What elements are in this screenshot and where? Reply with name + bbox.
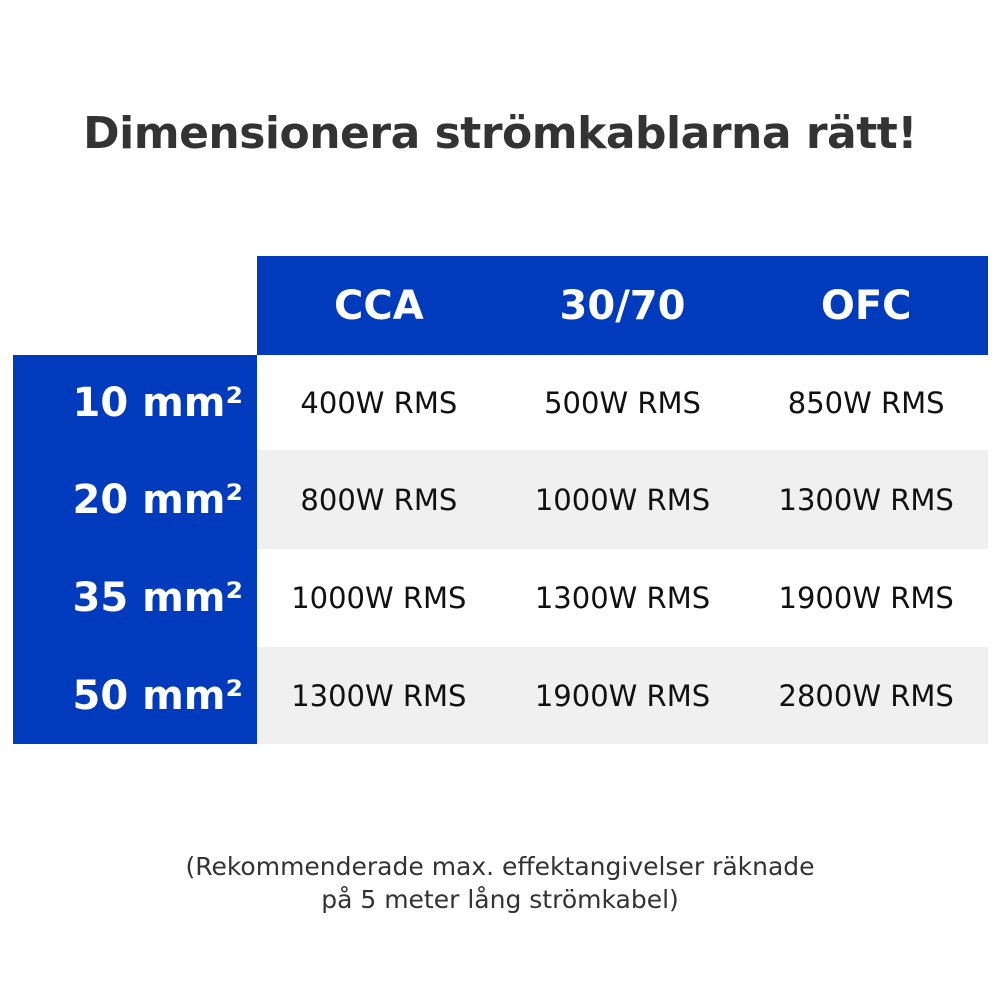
page-title: Dimensionera strömkablarna rätt! (83, 108, 917, 159)
footnote-line: på 5 meter lång strömkabel) (321, 885, 679, 914)
row-label: 10 mm² (72, 379, 243, 426)
table-row: 400W RMS 500W RMS 850W RMS (257, 355, 988, 450)
table-row: 1300W RMS 1900W RMS 2800W RMS (257, 647, 988, 744)
table-cell: 400W RMS (300, 385, 458, 420)
row-label: 50 mm² (72, 672, 243, 719)
table-header: CCA 30/70 OFC (257, 256, 988, 355)
column-header-30-70: 30/70 (559, 282, 686, 329)
table-row: 1000W RMS 1300W RMS 1900W RMS (257, 549, 988, 647)
row-labels: 10 mm² 20 mm² 35 mm² 50 mm² (13, 355, 257, 744)
table-cell: 1300W RMS (778, 482, 954, 517)
column-header-ofc: OFC (820, 282, 912, 329)
row-label: 35 mm² (72, 575, 243, 621)
footnote-line: (Rekommenderade max. effektangivelser rä… (185, 852, 815, 881)
table-row: 800W RMS 1000W RMS 1300W RMS (257, 450, 988, 549)
table-cell: 500W RMS (544, 385, 701, 420)
table-cell: 800W RMS (300, 482, 458, 517)
row-label: 20 mm² (72, 476, 243, 523)
table-cell: 1900W RMS (534, 678, 711, 713)
table-cell: 1300W RMS (291, 678, 467, 713)
table-cell: 850W RMS (787, 385, 945, 420)
table-cell: 1300W RMS (534, 581, 711, 615)
table-cell: 1000W RMS (534, 482, 711, 517)
table-cell: 1900W RMS (778, 581, 954, 615)
column-header-cca: CCA (334, 282, 424, 329)
footnote: (Rekommenderade max. effektangivelser rä… (0, 850, 1000, 916)
table-cell: 1000W RMS (291, 581, 467, 615)
table-cell: 2800W RMS (778, 678, 954, 713)
